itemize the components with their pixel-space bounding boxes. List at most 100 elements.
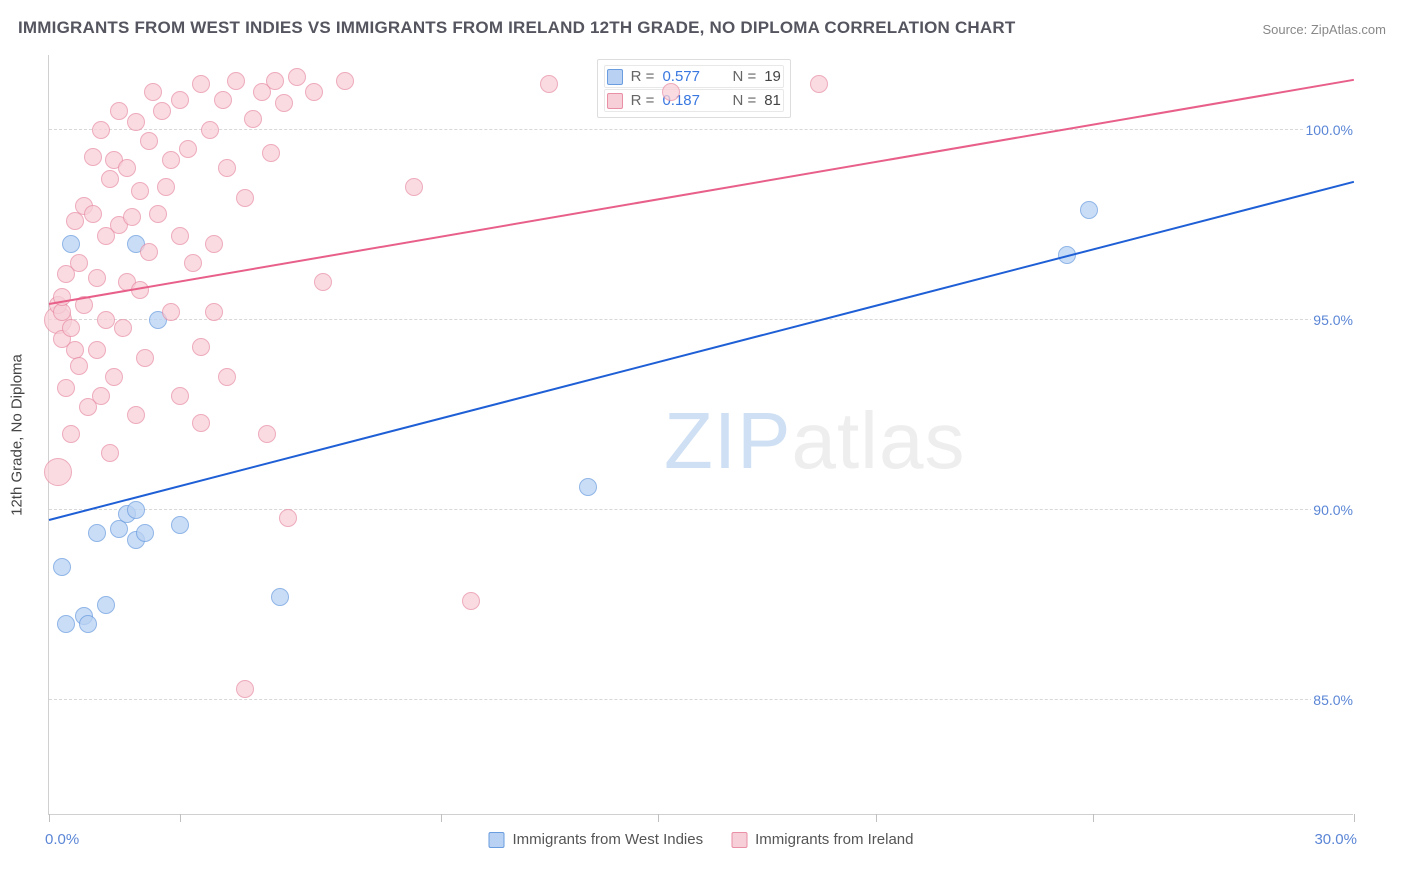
data-point-ireland [162,303,180,321]
data-point-ireland [227,72,245,90]
x-tick [658,814,659,822]
data-point-ireland [192,414,210,432]
data-point-west_indies [171,516,189,534]
y-tick-label: 95.0% [1311,312,1355,328]
gridline-h [49,129,1353,130]
data-point-ireland [140,243,158,261]
legend-swatch-icon [731,832,747,848]
data-point-ireland [258,425,276,443]
legend-n-value: 19 [764,68,781,85]
data-point-ireland [305,83,323,101]
source-link[interactable]: ZipAtlas.com [1311,22,1386,37]
data-point-ireland [171,387,189,405]
data-point-ireland [244,110,262,128]
legend-swatch-icon [607,69,623,85]
data-point-ireland [44,458,72,486]
data-point-ireland [662,83,680,101]
data-point-ireland [118,159,136,177]
correlation-legend: R =0.577N =19R =0.187N =81 [597,59,791,118]
data-point-ireland [157,178,175,196]
data-point-west_indies [79,615,97,633]
x-tick [180,814,181,822]
legend-n-value: 81 [764,92,781,109]
data-point-ireland [57,379,75,397]
data-point-west_indies [57,615,75,633]
x-tick [876,814,877,822]
data-point-ireland [88,341,106,359]
watermark-zip: ZIP [664,396,791,485]
trend-line-west_indies [49,181,1354,521]
data-point-ireland [810,75,828,93]
data-point-ireland [127,406,145,424]
data-point-ireland [171,227,189,245]
data-point-ireland [62,425,80,443]
data-point-west_indies [271,588,289,606]
watermark: ZIPatlas [664,395,965,487]
series-legend-item-west_indies: Immigrants from West Indies [489,831,704,848]
x-tick [1093,814,1094,822]
legend-row-west_indies: R =0.577N =19 [604,65,784,88]
x-axis-min-label: 0.0% [45,831,79,848]
data-point-ireland [144,83,162,101]
y-tick-label: 100.0% [1304,122,1355,138]
data-point-ireland [262,144,280,162]
chart-container: 12th Grade, No Diploma ZIPatlas R =0.577… [48,55,1388,845]
data-point-ireland [540,75,558,93]
series-legend-label: Immigrants from West Indies [513,831,704,848]
data-point-ireland [153,102,171,120]
data-point-ireland [66,212,84,230]
data-point-ireland [205,235,223,253]
watermark-atlas: atlas [791,396,965,485]
chart-title: IMMIGRANTS FROM WEST INDIES VS IMMIGRANT… [18,18,1015,38]
legend-swatch-icon [489,832,505,848]
data-point-ireland [218,368,236,386]
legend-n-label: N = [732,68,756,85]
data-point-west_indies [136,524,154,542]
x-tick [1354,814,1355,822]
legend-n-label: N = [732,92,756,109]
data-point-ireland [192,338,210,356]
y-axis-title: 12th Grade, No Diploma [9,354,26,516]
data-point-ireland [62,319,80,337]
data-point-ireland [462,592,480,610]
y-tick-label: 85.0% [1311,692,1355,708]
data-point-west_indies [88,524,106,542]
data-point-ireland [218,159,236,177]
x-axis-max-label: 30.0% [1314,831,1357,848]
plot-area: 12th Grade, No Diploma ZIPatlas R =0.577… [48,55,1353,815]
data-point-ireland [405,178,423,196]
data-point-west_indies [62,235,80,253]
data-point-ireland [140,132,158,150]
data-point-ireland [214,91,232,109]
data-point-ireland [127,113,145,131]
data-point-ireland [275,94,293,112]
data-point-ireland [162,151,180,169]
source-label: Source: [1262,22,1310,37]
data-point-ireland [105,368,123,386]
series-legend-label: Immigrants from Ireland [755,831,913,848]
data-point-west_indies [127,501,145,519]
series-legend-item-ireland: Immigrants from Ireland [731,831,913,848]
x-tick [441,814,442,822]
data-point-ireland [279,509,297,527]
data-point-west_indies [97,596,115,614]
data-point-ireland [236,189,254,207]
data-point-ireland [288,68,306,86]
data-point-ireland [179,140,197,158]
legend-swatch-icon [607,93,623,109]
data-point-ireland [84,148,102,166]
data-point-ireland [314,273,332,291]
gridline-h [49,699,1353,700]
data-point-ireland [88,269,106,287]
data-point-ireland [336,72,354,90]
data-point-ireland [171,91,189,109]
data-point-ireland [236,680,254,698]
data-point-ireland [92,121,110,139]
data-point-west_indies [1080,201,1098,219]
y-tick-label: 90.0% [1311,502,1355,518]
gridline-h [49,509,1353,510]
data-point-ireland [266,72,284,90]
data-point-ireland [114,319,132,337]
series-legend: Immigrants from West Indies Immigrants fr… [489,831,914,848]
legend-r-label: R = [631,92,655,109]
